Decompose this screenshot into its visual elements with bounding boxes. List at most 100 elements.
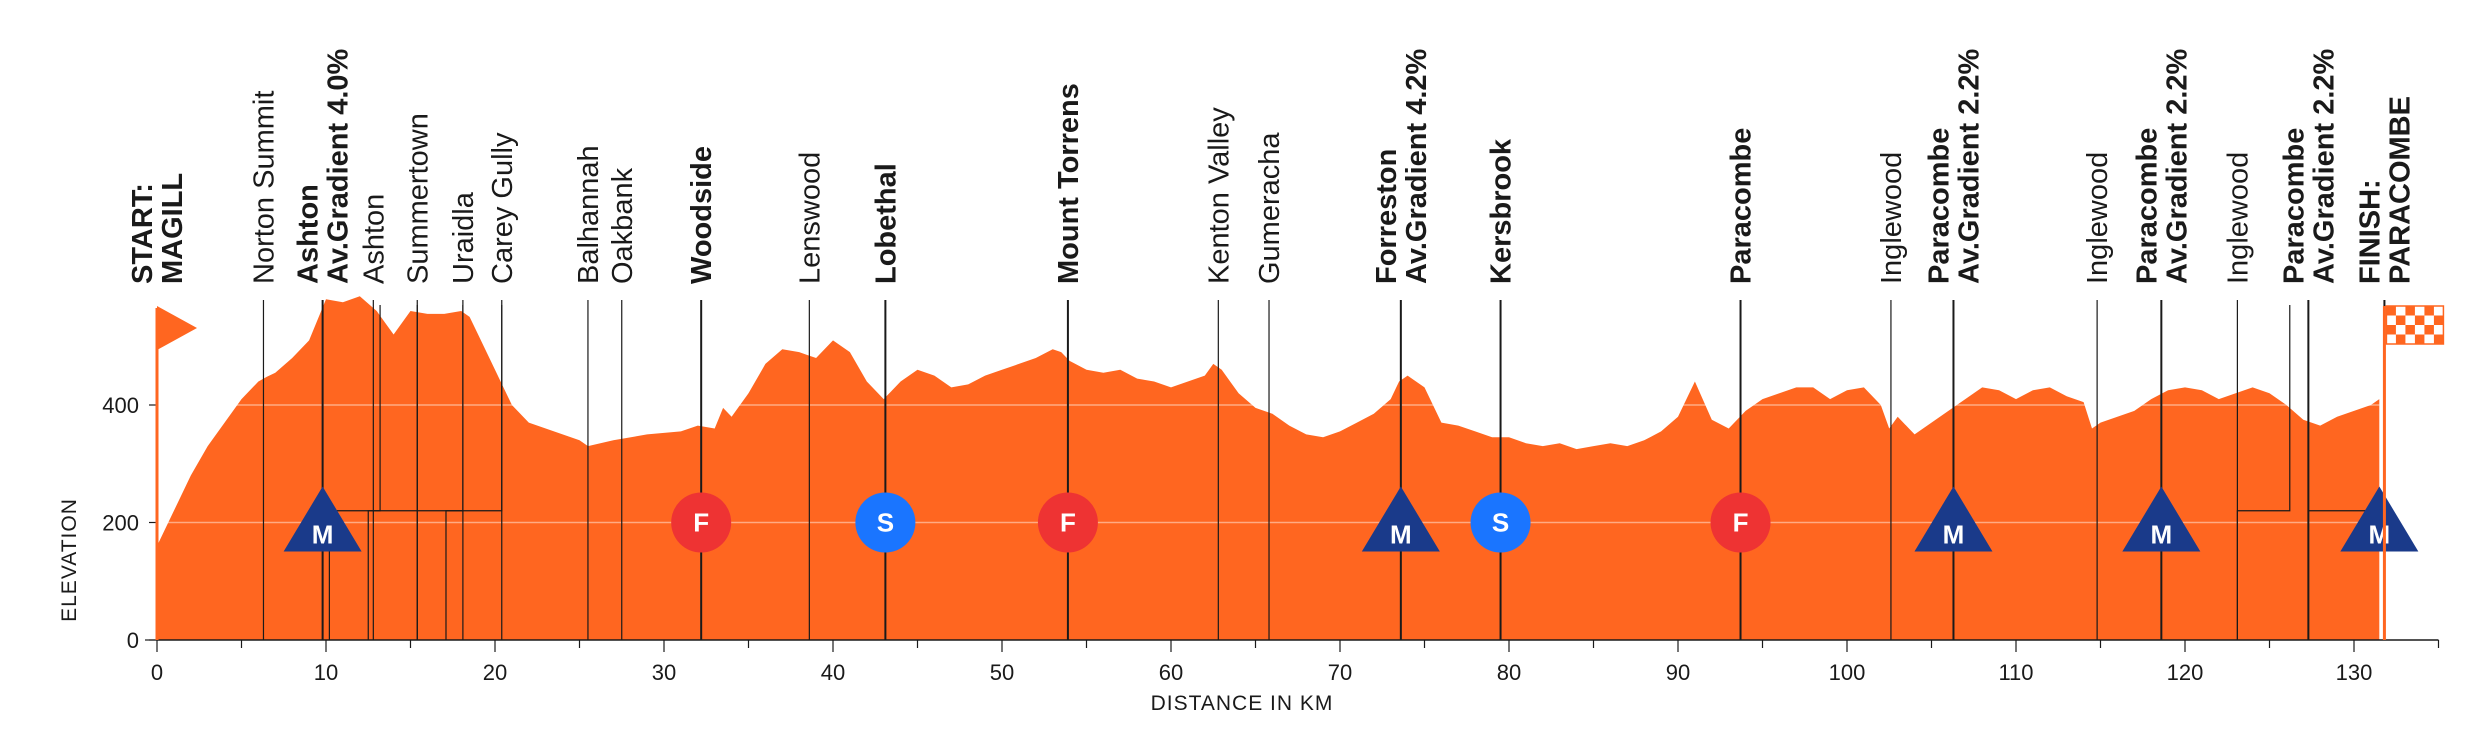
marker-letter: F — [1060, 508, 1076, 538]
location-label-line: Lenswood — [794, 152, 826, 284]
location-label: Mount Torrens — [1053, 83, 1085, 284]
marker-letter: M — [1390, 520, 1412, 550]
location-label: Gumeracha — [1254, 132, 1286, 284]
location-label: Inglewood — [2082, 152, 2114, 284]
flag-square — [2405, 325, 2415, 335]
location-label-line: Inglewood — [2082, 152, 2114, 284]
x-tick-label: 120 — [2167, 660, 2204, 685]
location-label-line: FINISH: — [2354, 179, 2386, 284]
location-label-line: Inglewood — [2222, 152, 2254, 284]
mountain-icon — [1361, 486, 1440, 552]
x-tick-label: 20 — [483, 660, 507, 685]
feed-marker: F — [671, 492, 732, 553]
feed-marker: F — [1710, 492, 1771, 553]
climb-marker: M — [283, 486, 362, 552]
location-label-line: Ashton — [293, 184, 325, 284]
location-label-line: Paracombe — [2278, 128, 2310, 284]
location-label: Inglewood — [1876, 152, 1908, 284]
sprint-marker: S — [1470, 492, 1531, 553]
flag-square — [2414, 334, 2425, 344]
flag-square — [2405, 306, 2415, 316]
sprint-icon — [1470, 492, 1531, 553]
location-label: Oakbank — [607, 167, 639, 284]
x-tick-label: 110 — [1998, 660, 2033, 685]
feed-zone-icon — [671, 492, 732, 553]
elevation-area — [157, 296, 2380, 640]
location-label-line: Av.Gradient 2.2% — [2308, 48, 2340, 284]
feed-marker: F — [1037, 492, 1098, 553]
location-label: Kersbrook — [1486, 138, 1518, 284]
sprint-icon — [855, 492, 916, 553]
location-label-line: Av.Gradient 2.2% — [1954, 48, 1986, 284]
flag-square — [2386, 325, 2396, 335]
location-label-line: Woodside — [686, 146, 718, 284]
location-label-line: Carey Gully — [487, 132, 519, 284]
location-label-line: Inglewood — [1876, 152, 1908, 284]
flag-square — [2433, 334, 2444, 344]
location-label-line: Kenton Valley — [1203, 107, 1235, 284]
elevation-profile — [157, 296, 2380, 640]
flag-square — [2395, 334, 2406, 344]
location-label-line: Oakbank — [607, 167, 639, 284]
marker-letter: M — [2369, 520, 2391, 550]
location-label-line: Gumeracha — [1254, 132, 1286, 284]
flag-square — [2424, 325, 2434, 335]
marker-letter: M — [312, 520, 334, 550]
flag-square — [2386, 306, 2396, 316]
mountain-icon — [2340, 486, 2419, 552]
x-tick-label: 50 — [990, 660, 1014, 685]
location-label-line: START: — [127, 183, 159, 284]
location-label: Norton Summit — [249, 91, 281, 284]
location-label: Carey Gully — [487, 132, 519, 284]
location-label-line: Balhannah — [573, 145, 605, 284]
mountain-icon — [1914, 486, 1993, 552]
mountain-icon — [2122, 486, 2201, 552]
marker-letter: F — [693, 508, 709, 538]
location-label-line: Summertown — [402, 113, 434, 284]
climb-marker: M — [1914, 486, 1993, 552]
location-label: Inglewood — [2222, 152, 2254, 284]
location-labels: START:MAGILL Norton Summit AshtonAv.Gradie… — [127, 48, 2416, 284]
marker-letter: S — [1492, 508, 1509, 538]
location-label-line: Paracombe — [2131, 128, 2163, 284]
flag-square — [2395, 315, 2406, 325]
x-tick-label: 60 — [1159, 660, 1183, 685]
x-tick-label: 40 — [821, 660, 845, 685]
location-label: Uraidla — [448, 191, 480, 284]
flags — [155, 305, 2445, 640]
marker-letter: M — [1943, 520, 1965, 550]
y-tick-label: 200 — [102, 511, 139, 536]
location-label-line: Av.Gradient 4.2% — [1401, 48, 1433, 284]
x-tick-label: 100 — [1829, 660, 1866, 685]
location-label-line: Paracombe — [1924, 128, 1956, 284]
flag-square — [2414, 315, 2425, 325]
marker-letter: M — [2151, 520, 2173, 550]
location-label: Lenswood — [794, 152, 826, 284]
location-label-line: Av.Gradient 2.2% — [2161, 48, 2193, 284]
location-label-line: Lobethal — [870, 163, 902, 284]
location-label-line: Kersbrook — [1486, 138, 1518, 284]
location-label-line: Forreston — [1371, 149, 1403, 284]
y-tick-label: 0 — [127, 628, 139, 653]
y-axis-title: ELEVATION — [58, 498, 81, 622]
climb-segments — [328, 305, 2386, 640]
mountain-icon — [283, 486, 362, 552]
location-label: Paracombe — [1726, 128, 1758, 284]
climb-marker: M — [1361, 486, 1440, 552]
x-tick-label: 130 — [2336, 660, 2373, 685]
climb-segment-line — [367, 305, 418, 640]
x-tick-label: 80 — [1497, 660, 1521, 685]
feed-zone-icon — [1710, 492, 1771, 553]
feed-zone-icon — [1037, 492, 1098, 553]
location-label-line: Mount Torrens — [1053, 83, 1085, 284]
x-tick-label: 30 — [652, 660, 676, 685]
location-label-line: Norton Summit — [249, 91, 281, 284]
x-tick-label: 10 — [314, 660, 338, 685]
marker-letter: F — [1733, 508, 1749, 538]
location-label-line: Uraidla — [448, 191, 480, 284]
